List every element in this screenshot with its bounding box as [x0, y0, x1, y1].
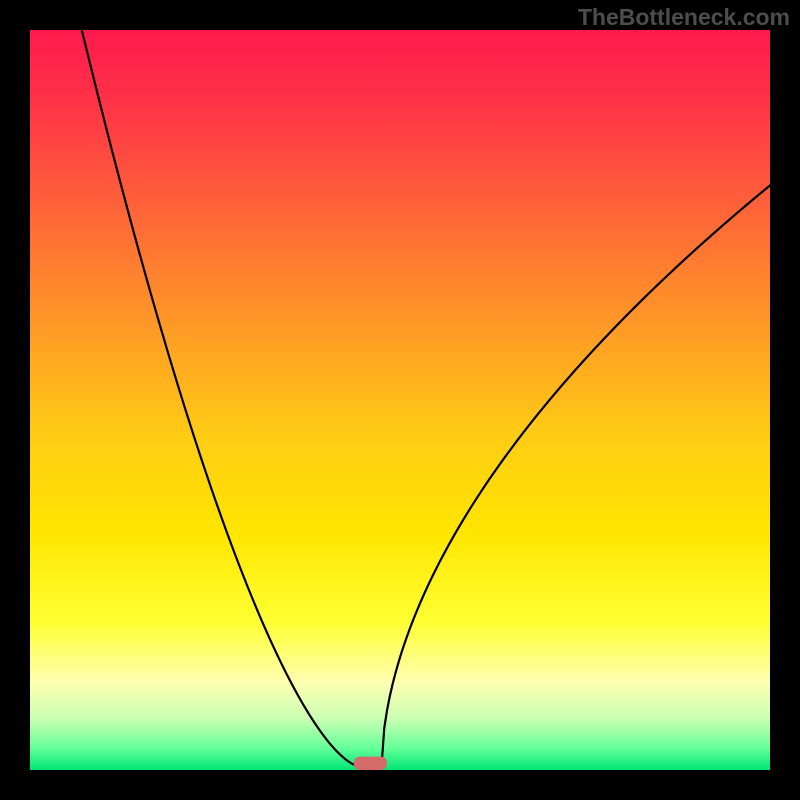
plot-area	[30, 30, 770, 770]
watermark-text: TheBottleneck.com	[578, 4, 790, 31]
chart-svg	[30, 30, 770, 770]
bottleneck-marker	[354, 757, 387, 770]
chart-canvas: TheBottleneck.com	[0, 0, 800, 800]
